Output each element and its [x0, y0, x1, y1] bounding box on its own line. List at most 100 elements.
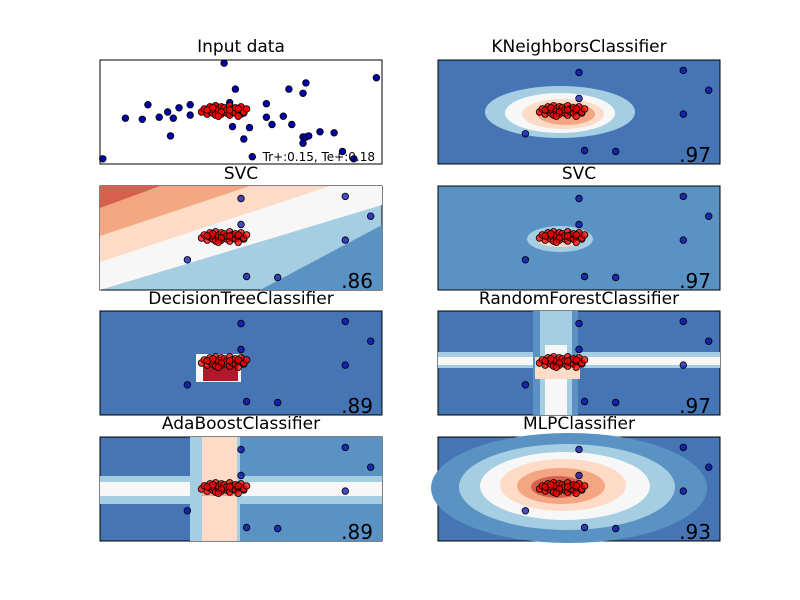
panel-6-red-point-24	[234, 489, 242, 497]
panel-6-score: .89	[341, 520, 373, 544]
panel-5-test-point-3	[575, 345, 583, 354]
panel-0-train-point-14	[220, 59, 228, 67]
panel-2-test-point-2	[237, 194, 245, 203]
panel-6-title: AdaBoostClassifier	[162, 414, 320, 434]
panel-1-test-point-7	[705, 86, 713, 94]
panel-1-test-point-6	[521, 130, 530, 138]
panel-7-test-point-5	[580, 523, 589, 532]
panel-7-red-point-33	[564, 483, 572, 491]
panel-5-red-point-31	[547, 355, 555, 363]
panel-5-test-point-7	[705, 337, 713, 345]
panel-5-test-point-6	[521, 381, 530, 389]
panel-1-test-point-1	[679, 110, 687, 118]
panel-2-test-point-4	[274, 273, 282, 282]
panel-6-test-point-5	[242, 523, 251, 532]
panel-2-contour-band-5	[260, 225, 382, 290]
panel-5-test-point-4	[612, 398, 620, 407]
panel-7-red-point-29	[580, 482, 589, 490]
panel-2-test-point-1	[341, 236, 349, 244]
panel-5-title: RandomForestClassifier	[479, 289, 679, 309]
panel-3-red-point-34	[572, 231, 580, 239]
panel-7-red-point-31	[547, 481, 555, 489]
panel-0-train-point-10	[186, 111, 194, 119]
panel-1-marks	[521, 66, 713, 156]
panel-0-train-point-18	[240, 135, 248, 143]
panel-1-test-point-2	[575, 68, 583, 77]
panel-2-test-point-3	[237, 220, 245, 229]
panel-3-red-point-35	[552, 238, 561, 246]
panel-0-train-point-22	[268, 120, 276, 129]
panel-0-train-point-24	[279, 112, 287, 120]
panel-3-test-point-7	[705, 212, 713, 220]
panel-0-marks	[99, 59, 381, 163]
panel-3-title: SVC	[562, 164, 596, 184]
panel-4-test-point-7	[367, 337, 375, 345]
panel-7-marks	[521, 443, 713, 533]
panel-4-red-point-33	[225, 357, 234, 365]
panel-0-red-point-24	[234, 112, 242, 120]
panel-7-test-point-6	[521, 507, 530, 515]
panel-0-train-point-32	[305, 132, 313, 140]
panel-7-test-point-3	[575, 471, 583, 480]
panel-3-test-point-6	[521, 256, 530, 264]
panel-4-test-point-5	[242, 397, 251, 406]
panel-3-red-point-29	[580, 231, 589, 239]
panel-0-train-point-33	[316, 128, 324, 136]
panel-4-red-point-35	[214, 363, 223, 371]
panel-4-red-point-29	[242, 356, 251, 364]
panel-0-train-point-21	[262, 99, 271, 108]
panel-4-test-point-1	[341, 361, 349, 369]
panel-6-test-point-3	[237, 471, 245, 480]
panel-7-test-point-1	[679, 487, 687, 495]
panel-5-red-point-34	[572, 356, 580, 364]
panel-7-test-point-7	[705, 463, 713, 471]
panel-2-test-point-6	[183, 256, 192, 264]
panel-0: Input data Tr+:0.15, Te+:0.18	[99, 37, 383, 165]
panel-0-train-point-7	[169, 114, 177, 122]
panel-0-annotation: Tr+:0.15, Te+:0.18	[262, 150, 375, 164]
panel-0-train-point-8	[175, 104, 183, 112]
panel-4: DecisionTreeClassifier .89	[99, 289, 383, 418]
panel-7-test-point-2	[575, 445, 583, 454]
panel-5-test-point-5	[580, 397, 589, 406]
panel-0-train-point-17	[228, 122, 237, 131]
panel-2-red-point-34	[234, 231, 242, 239]
panel-4-score: .89	[341, 394, 373, 418]
panel-1-red-point-31	[547, 104, 555, 112]
panel-5-test-point-1	[679, 361, 687, 369]
panel-4-red-point-24	[234, 363, 242, 371]
panel-3-test-point-5	[580, 272, 589, 281]
panel-2-contour-band-4	[100, 186, 160, 208]
panel-6-contour-band-7	[240, 504, 382, 541]
panel-6-test-point-4	[274, 524, 282, 533]
panel-2-red-point-33	[225, 232, 234, 240]
panel-3-red-point-33	[564, 232, 572, 240]
panel-1-test-point-4	[612, 147, 620, 156]
panel-2-test-point-5	[242, 272, 251, 281]
panel-4-test-point-3	[237, 345, 245, 354]
panel-0-train-point-3	[144, 100, 152, 109]
panel-7-test-point-4	[612, 524, 620, 533]
panel-4-test-point-6	[183, 381, 192, 389]
panel-7: MLPClassifier .93	[431, 414, 721, 544]
panel-3-marks	[521, 192, 713, 282]
panel-0-red-point-34	[234, 105, 242, 113]
panel-0-train-point-35	[338, 147, 347, 156]
panel-7-title: MLPClassifier	[523, 414, 635, 434]
panel-0-train-point-34	[330, 129, 338, 137]
panel-0-train-point-29	[299, 139, 307, 147]
panel-0-train-point-0	[99, 155, 107, 163]
panel-1-red-point-33	[564, 106, 572, 114]
panel-2-title: SVC	[224, 164, 258, 184]
panel-0-train-point-20	[248, 152, 256, 161]
panel-0-train-point-4	[155, 113, 163, 121]
panel-3-red-point-31	[547, 230, 555, 238]
panel-3-red-point-24	[572, 238, 580, 246]
panel-0-train-point-5	[163, 108, 172, 116]
panel-7-test-point-0	[679, 443, 687, 452]
panel-5-red-point-33	[564, 357, 572, 365]
panel-0-red-point-31	[209, 104, 217, 112]
panel-7-red-point-24	[572, 489, 580, 497]
panel-6-test-point-2	[237, 445, 245, 454]
